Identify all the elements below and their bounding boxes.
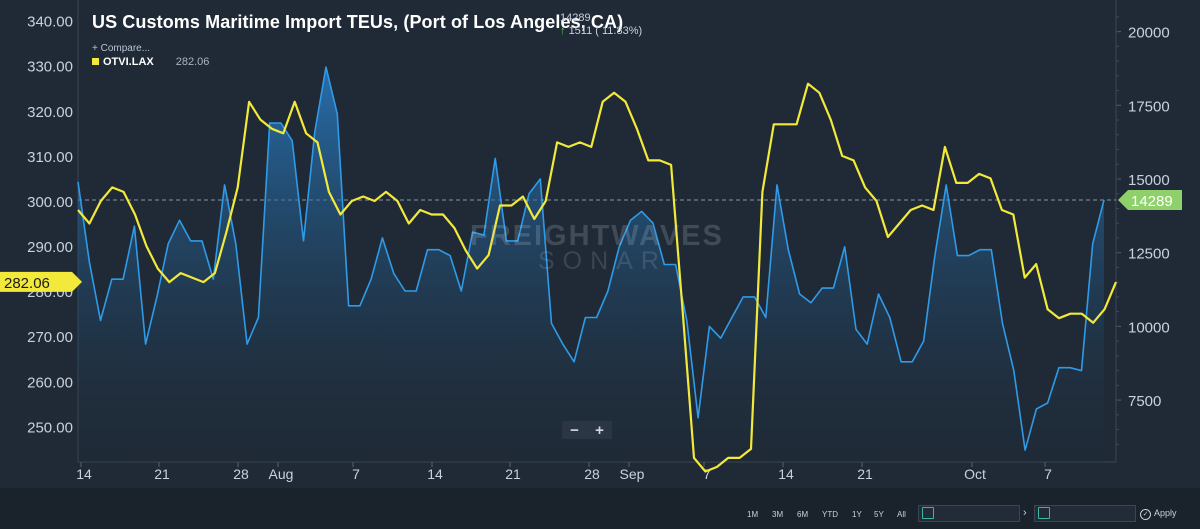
watermark-sonar: SONAR xyxy=(538,247,667,275)
zoom-out-button[interactable]: − xyxy=(570,421,579,439)
x-tick-label: 7 xyxy=(352,466,360,482)
start-date-input[interactable] xyxy=(918,505,1020,522)
right-tick-label: 12500 xyxy=(1128,246,1170,263)
range-5y-button[interactable]: 5Y xyxy=(874,510,884,519)
calendar-icon[interactable] xyxy=(1038,507,1050,519)
check-icon: ✓ xyxy=(1140,509,1151,520)
legend-swatch xyxy=(92,58,99,65)
x-tick-label: 7 xyxy=(703,466,711,482)
right-tick-label: 20000 xyxy=(1128,25,1170,42)
x-tick-label: Aug xyxy=(269,466,294,482)
right-tick-label: 15000 xyxy=(1128,172,1170,189)
chart-svg[interactable]: 340.00330.00320.00310.00300.00290.00280.… xyxy=(0,0,1200,488)
right-tick-label: 17500 xyxy=(1128,98,1170,115)
x-tick-label: 7 xyxy=(1044,466,1052,482)
chart-area: 340.00 330.00 320.00 310.00 300.00 290.00 280.… xyxy=(0,0,1200,488)
bottom-toolbar xyxy=(0,488,1200,529)
x-tick-label: 14 xyxy=(76,466,92,482)
range-6m-button[interactable]: 6M xyxy=(797,510,809,519)
x-tick-label: 21 xyxy=(154,466,170,482)
left-tick-label: 340.00 xyxy=(27,14,73,31)
right-value-marker xyxy=(1118,189,1182,210)
zoom-controls: − + xyxy=(562,421,612,439)
yellow-series-line xyxy=(77,82,1118,473)
left-tick-label: 310.00 xyxy=(27,149,73,166)
range-ytd-button[interactable]: YTD xyxy=(822,510,838,519)
legend-item-otvi[interactable]: OTVI.LAX 282.06 xyxy=(92,56,209,68)
left-tick-label: 330.00 xyxy=(27,59,73,76)
up-arrow-icon: ↑ xyxy=(560,25,566,37)
end-date-input[interactable] xyxy=(1034,505,1136,522)
compare-button[interactable]: + Compare... xyxy=(92,43,151,54)
calendar-icon[interactable] xyxy=(922,507,934,519)
zoom-in-button[interactable]: + xyxy=(595,421,604,439)
left-tick-label: 300.00 xyxy=(27,194,73,211)
chart-title: US Customs Maritime Import TEUs, (Port o… xyxy=(92,12,624,32)
change-readout: ↑ 1511 ( 11.83%) xyxy=(560,25,642,37)
change-value: 1511 ( 11.83%) xyxy=(568,25,643,37)
watermark-freightwaves: FREIGHTWAVES xyxy=(470,220,724,252)
current-value: 14289 xyxy=(560,12,591,24)
range-all-button[interactable]: All xyxy=(897,510,906,519)
right-marker-label: 14289 xyxy=(1131,193,1173,210)
range-3m-button[interactable]: 3M xyxy=(772,510,784,519)
left-tick-label: 320.00 xyxy=(27,104,73,121)
legend-series-name: OTVI.LAX xyxy=(103,56,154,68)
right-tick-label: 10000 xyxy=(1128,319,1170,336)
x-tick-label: Oct xyxy=(964,466,986,482)
range-1y-button[interactable]: 1Y xyxy=(852,510,862,519)
x-tick-label: 28 xyxy=(233,466,249,482)
right-tick-label: 7500 xyxy=(1128,393,1161,410)
x-tick-label: 14 xyxy=(778,466,794,482)
apply-button[interactable]: ✓ Apply xyxy=(1140,508,1177,520)
x-tick-label: Sep xyxy=(620,466,645,482)
x-tick-label: 21 xyxy=(857,466,873,482)
apply-label: Apply xyxy=(1154,508,1177,518)
range-1m-button[interactable]: 1M xyxy=(747,510,759,519)
blue-series-line xyxy=(77,66,1105,452)
x-tick-label: 28 xyxy=(584,466,600,482)
x-tick-label: 21 xyxy=(505,466,521,482)
legend-series-value: 282.06 xyxy=(175,56,210,68)
left-tick-label: 250.00 xyxy=(27,419,73,436)
left-tick-label: 260.00 xyxy=(27,374,73,391)
left-tick-label: 290.00 xyxy=(27,239,73,256)
blue-series-area xyxy=(78,67,1104,462)
chevron-right-icon: › xyxy=(1023,507,1027,519)
left-marker-label: 282.06 xyxy=(4,275,50,292)
x-tick-label: 14 xyxy=(427,466,443,482)
left-value-marker xyxy=(0,271,82,292)
left-tick-label: 270.00 xyxy=(27,329,73,346)
